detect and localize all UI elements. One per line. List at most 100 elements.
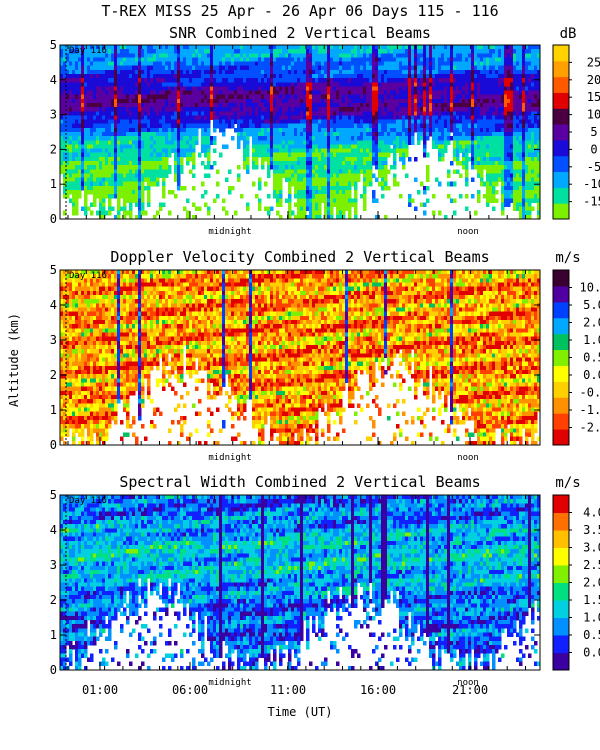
heatmap-cell <box>495 115 499 120</box>
heatmap-cell <box>261 78 265 83</box>
heatmap-cell <box>426 86 430 91</box>
heatmap-cell <box>366 82 370 87</box>
heatmap-cell <box>147 86 151 91</box>
heatmap-cell <box>309 161 313 166</box>
heatmap-cell <box>369 144 373 149</box>
heatmap-cell <box>183 127 187 133</box>
heatmap-cell <box>309 152 313 158</box>
heatmap-cell <box>303 210 307 216</box>
heatmap-cell <box>375 61 379 67</box>
heatmap-cell <box>144 161 148 166</box>
heatmap-cell <box>66 173 70 178</box>
heatmap-cell <box>447 61 451 67</box>
heatmap-cell <box>474 123 478 129</box>
heatmap-cell <box>159 90 163 96</box>
heatmap-cell <box>486 90 490 96</box>
heatmap-cell <box>405 69 409 75</box>
heatmap-cell <box>459 57 463 62</box>
heatmap-cell <box>426 78 430 83</box>
heatmap-cell <box>408 132 412 137</box>
heatmap-cell <box>474 49 478 54</box>
heatmap-cell <box>420 45 424 50</box>
heatmap-cell <box>351 119 355 125</box>
heatmap-cell <box>90 90 94 96</box>
heatmap-cell <box>420 136 424 141</box>
heatmap-cell <box>396 49 400 54</box>
heatmap-cell <box>282 74 286 79</box>
heatmap-cell <box>471 144 475 149</box>
heatmap-cell <box>174 144 178 149</box>
heatmap-cell <box>399 156 403 162</box>
heatmap-cell <box>87 161 91 166</box>
heatmap-cell <box>489 194 493 199</box>
heatmap-cell <box>318 177 322 183</box>
heatmap-cell <box>303 169 307 174</box>
heatmap-cell <box>126 194 130 199</box>
heatmap-cell <box>351 198 355 203</box>
heatmap-cell <box>381 127 385 133</box>
heatmap-cell <box>387 107 391 112</box>
heatmap-cell <box>252 86 256 91</box>
heatmap-cell <box>171 61 175 67</box>
heatmap-cell <box>198 82 202 87</box>
heatmap-cell <box>168 148 172 154</box>
heatmap-cell <box>462 103 466 108</box>
heatmap-cell <box>477 49 481 54</box>
heatmap-cell <box>345 123 349 129</box>
heatmap-cell <box>345 61 349 67</box>
heatmap-cell <box>462 123 466 129</box>
heatmap-cell <box>285 169 289 174</box>
heatmap-cell <box>495 78 499 83</box>
heatmap-cell <box>144 156 148 162</box>
heatmap-cell <box>183 74 187 79</box>
heatmap-cell <box>168 78 172 83</box>
heatmap-cell <box>135 119 139 125</box>
heatmap-cell <box>486 190 490 195</box>
heatmap-cell <box>219 82 223 87</box>
heatmap-cell <box>444 82 448 87</box>
heatmap-cell <box>339 53 343 58</box>
heatmap-cell <box>138 185 142 191</box>
heatmap-cell <box>72 111 76 116</box>
heatmap-cell <box>468 111 472 116</box>
heatmap-cell <box>174 119 178 125</box>
heatmap-cell <box>336 61 340 67</box>
heatmap-cell <box>474 94 478 100</box>
heatmap-cell <box>462 152 466 158</box>
heatmap-cell <box>483 65 487 71</box>
heatmap-cell <box>375 103 379 108</box>
heatmap-cell <box>363 144 367 149</box>
heatmap-cell <box>342 144 346 149</box>
heatmap-cell <box>447 119 451 125</box>
heatmap-cell <box>252 111 256 116</box>
heatmap-cell <box>165 57 169 62</box>
heatmap-cell <box>438 103 442 108</box>
heatmap-cell <box>333 53 337 58</box>
heatmap-cell <box>345 115 349 120</box>
heatmap-cell <box>243 61 247 67</box>
heatmap-cell <box>366 98 370 104</box>
heatmap-cell <box>78 82 82 87</box>
heatmap-cell <box>399 123 403 129</box>
heatmap-cell <box>69 144 73 149</box>
heatmap-cell <box>471 107 475 112</box>
heatmap-cell <box>192 119 196 125</box>
heatmap-cell <box>390 119 394 125</box>
heatmap-cell <box>129 161 133 166</box>
heatmap-cell <box>177 136 181 141</box>
heatmap-cell <box>456 169 460 174</box>
heatmap-cell <box>450 119 454 125</box>
heatmap-cell <box>465 132 469 137</box>
heatmap-cell <box>81 90 85 96</box>
heatmap-cell <box>501 45 505 50</box>
heatmap-cell <box>489 123 493 129</box>
heatmap-cell <box>135 152 139 158</box>
heatmap-cell <box>477 136 481 141</box>
heatmap-cell <box>81 206 85 212</box>
heatmap-cell <box>207 45 211 50</box>
heatmap-cell <box>327 45 331 50</box>
heatmap-cell <box>252 82 256 87</box>
heatmap-cell <box>129 206 133 212</box>
heatmap-cell <box>327 115 331 120</box>
heatmap-cell <box>435 119 439 125</box>
